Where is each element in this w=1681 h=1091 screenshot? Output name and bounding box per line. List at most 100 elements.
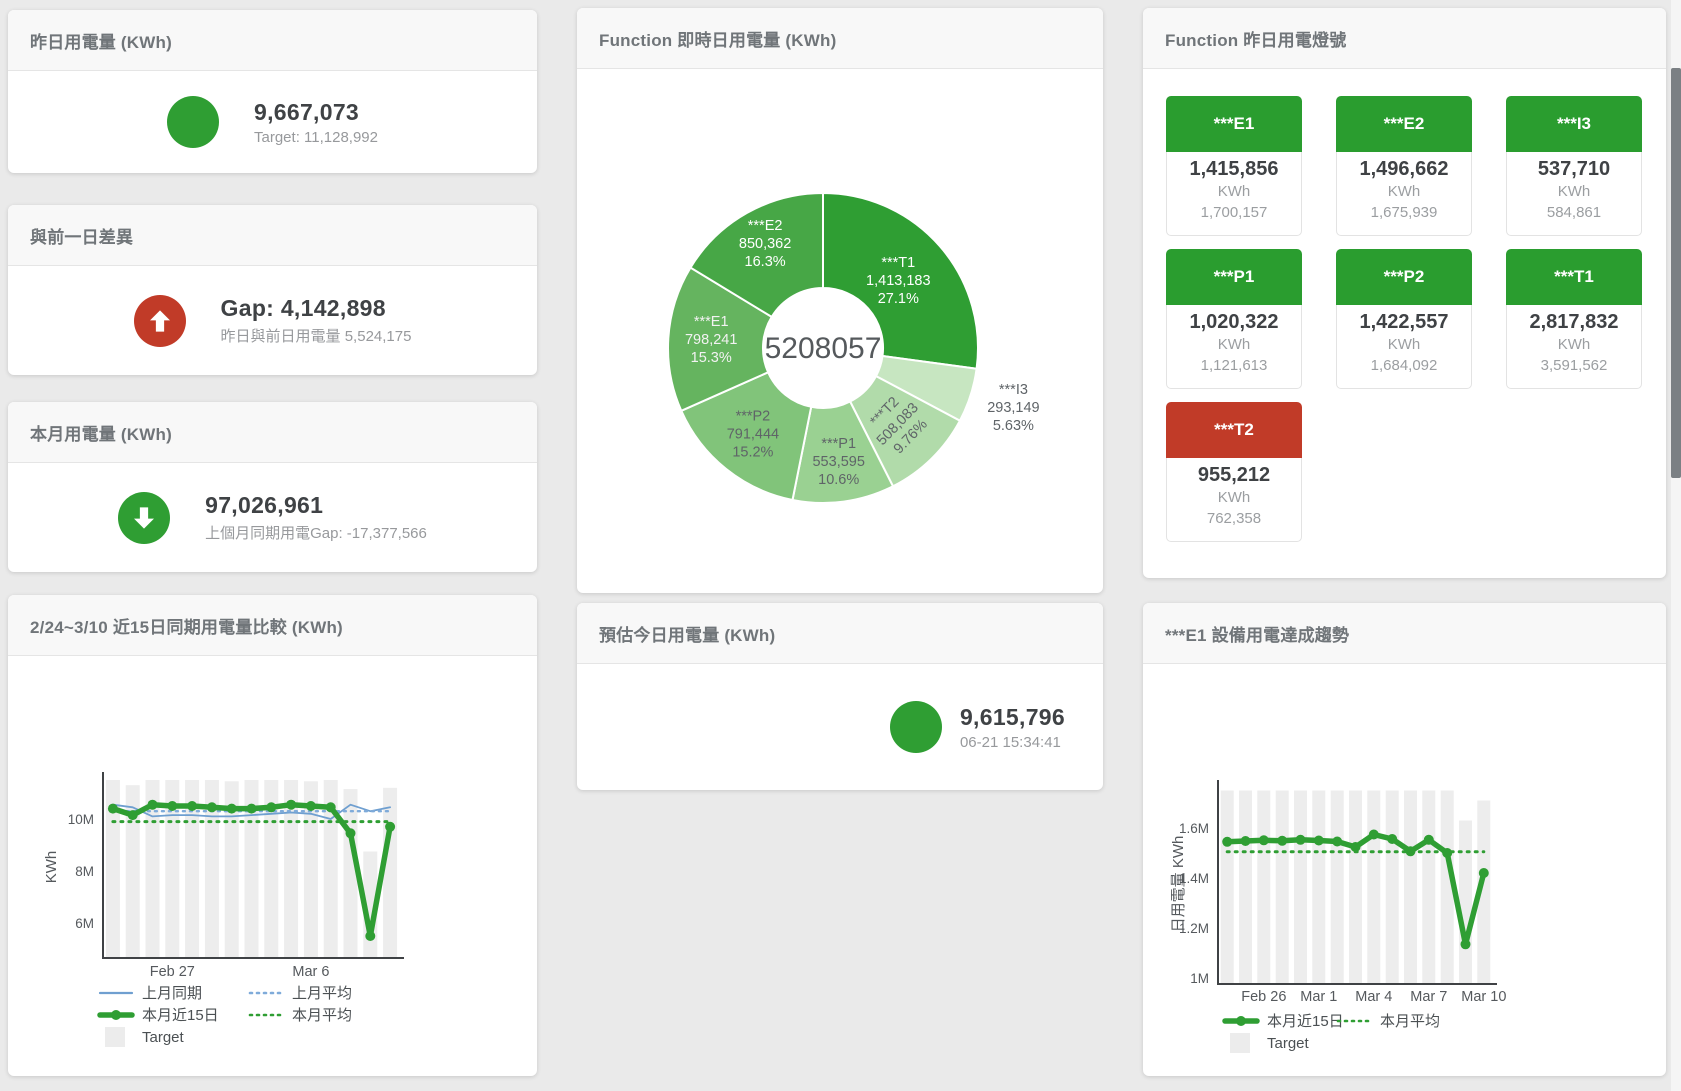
y-tick-label: 1.2M <box>1179 921 1209 936</box>
target-bar <box>185 780 200 958</box>
stat-body: 97,026,961 上個月同期用電Gap: -17,377,566 <box>8 463 537 572</box>
status-circle-icon <box>889 701 942 753</box>
series-point <box>167 801 178 811</box>
tile-target: 1,121,613 <box>1200 357 1268 374</box>
chart-body: ***T1 1,413,183 27.1% ***I3 293,149 5.63% ***T… <box>577 69 1103 593</box>
target-bar <box>1275 790 1289 984</box>
card-header: Function 即時日用電量 (KWh) <box>577 8 1103 69</box>
card-title: Function 昨日用電燈號 <box>1165 30 1347 50</box>
target-bar <box>105 780 120 958</box>
tile-unit: KWh <box>1557 336 1591 353</box>
tile-target: 1,675,939 <box>1370 204 1438 221</box>
stat-subtitle: 昨日與前日用電量 5,524,175 <box>220 328 412 345</box>
target-bar <box>1459 820 1472 984</box>
tile-value: 955,212 <box>1197 464 1271 486</box>
card-header: Function 昨日用電燈號 <box>1143 8 1666 69</box>
series-point <box>1350 842 1361 852</box>
series-point <box>1295 834 1306 845</box>
donut-label-P1: ***P1 553,595 10.6% <box>812 436 864 488</box>
target-bar <box>323 780 338 958</box>
target-bar <box>383 787 398 958</box>
target-bar <box>1312 790 1326 984</box>
card-header: 2/24~3/10 近15日同期用電量比較 (KWh) <box>8 595 537 656</box>
target-bar <box>204 780 219 958</box>
series-point <box>1478 868 1489 878</box>
legend-label: 本月近15日 <box>142 1007 219 1024</box>
status-tile-body: 1,422,557 KWh 1,684,092 <box>1336 305 1472 389</box>
x-tick-label: Feb 27 <box>150 964 195 980</box>
status-tile-header: ***P1 <box>1166 249 1302 305</box>
target-bar <box>343 789 358 958</box>
scrollbar-track <box>1671 0 1681 1091</box>
tile-unit: KWh <box>1387 183 1421 200</box>
card-title: 預估今日用電量 (KWh) <box>599 625 776 645</box>
legend-label: 本月平均 <box>1380 1013 1440 1030</box>
tile-value: 1,422,557 <box>1359 311 1449 333</box>
donut-label-I3: ***I3 293,149 5.63% <box>987 382 1039 434</box>
tile-unit: KWh <box>1217 336 1251 353</box>
tile-value: 2,817,832 <box>1529 311 1619 333</box>
card-title: 本月用電量 (KWh) <box>30 424 172 444</box>
stat-value: 97,026,961 <box>205 492 324 518</box>
status-tile-body: 537,710 KWh 584,861 <box>1506 152 1642 236</box>
card-header: 與前一日差異 <box>8 205 537 266</box>
status-tile-body: 1,415,856 KWh 1,700,157 <box>1166 152 1302 236</box>
legend-label: Target <box>142 1029 185 1046</box>
series-point <box>1423 834 1434 845</box>
status-tile-header: ***E1 <box>1166 96 1302 152</box>
card-function-realtime-donut: Function 即時日用電量 (KWh) ***T1 1,413,183 27.1… <box>577 8 1103 593</box>
tile-value: 1,020,322 <box>1189 311 1279 333</box>
status-tile-body: 1,496,662 KWh 1,675,939 <box>1336 152 1472 236</box>
target-bar <box>1477 800 1491 984</box>
tile-value: 1,415,856 <box>1189 158 1279 180</box>
target-bar <box>1385 790 1399 984</box>
status-tiles-grid: ***E1 1,415,856 KWh 1,700,157 ***E2 1,49… <box>1143 69 1666 578</box>
legend-swatch <box>1230 1033 1250 1053</box>
target-bar <box>125 785 140 958</box>
y-tick-label: 8M <box>75 864 94 879</box>
card-e1-trend-chart: ***E1 設備用電達成趨勢 1M 1.2M 1.4M 1.6M Feb 26 Mar 1… <box>1143 603 1666 1076</box>
donut-label-P2: ***P2 791,444 15.2% <box>727 408 779 460</box>
target-bar <box>1440 790 1454 984</box>
target-bar <box>1257 790 1271 984</box>
target-bar <box>1404 790 1417 984</box>
x-tick-label: Mar 6 <box>292 964 329 980</box>
card-header: 本月用電量 (KWh) <box>8 402 537 463</box>
card-header: ***E1 設備用電達成趨勢 <box>1143 603 1666 664</box>
status-tile-header: ***E2 <box>1336 96 1472 152</box>
card-15day-comparison-chart: 2/24~3/10 近15日同期用電量比較 (KWh) 6M 8M 10M Feb 2… <box>8 595 537 1076</box>
tile-unit: KWh <box>1217 489 1251 506</box>
legend-marker-dot <box>111 1010 121 1020</box>
x-tick-label: Mar 4 <box>1355 989 1392 1005</box>
series-point <box>127 810 138 821</box>
tile-target: 1,700,157 <box>1200 204 1268 221</box>
donut-label-E2: ***E2 850,362 16.3% <box>739 218 791 270</box>
tile-unit: KWh <box>1557 183 1591 200</box>
card-yesterday-usage: 昨日用電量 (KWh) 9,667,073 Target: 11,128,992 <box>8 10 537 173</box>
stat-value: Gap: 4,142,898 <box>220 295 386 321</box>
status-tile-E2: ***E2 1,496,662 KWh 1,675,939 <box>1336 96 1472 237</box>
y-axis-title: KWh <box>43 851 60 884</box>
arrow-up-icon <box>133 294 186 347</box>
donut-label-E1: ***E1 798,241 15.3% <box>685 314 737 366</box>
series-point <box>206 802 217 813</box>
target-bar <box>1349 790 1362 984</box>
card-title: 與前一日差異 <box>30 227 134 247</box>
stat-body: 9,667,073 Target: 11,128,992 <box>8 71 537 173</box>
target-bar <box>145 780 160 958</box>
scrollbar-thumb[interactable] <box>1671 68 1681 478</box>
tile-value: 1,496,662 <box>1359 158 1449 180</box>
card-header: 預估今日用電量 (KWh) <box>577 603 1103 664</box>
series-point <box>1222 836 1233 847</box>
series-point <box>1368 829 1379 840</box>
target-bar <box>264 780 279 958</box>
legend-label: Target <box>1267 1035 1310 1052</box>
y-tick-label: 10M <box>68 812 94 827</box>
target-bar <box>244 780 259 958</box>
tile-target: 3,591,562 <box>1540 357 1608 374</box>
y-tick-label: 1.6M <box>1179 821 1209 836</box>
status-tile-body: 2,817,832 KWh 3,591,562 <box>1506 305 1642 389</box>
chart-body: 1M 1.2M 1.4M 1.6M Feb 26 Mar 1 Mar 4 Mar 7 Mar 1… <box>1143 664 1666 1076</box>
